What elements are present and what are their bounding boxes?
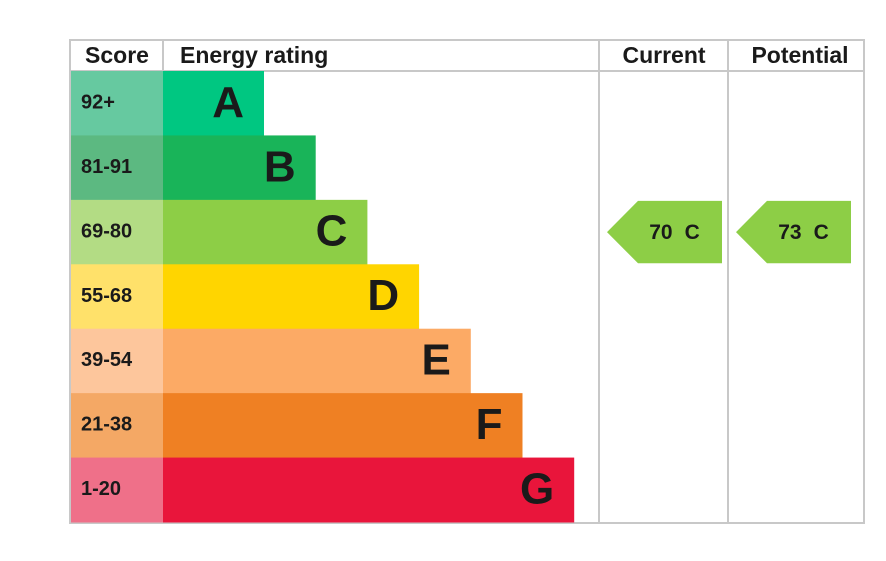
score-cell bbox=[71, 328, 163, 394]
current-letter: C bbox=[685, 221, 700, 244]
score-cell bbox=[71, 135, 163, 201]
rating-bar bbox=[163, 199, 368, 265]
score-label: 55-68 bbox=[81, 285, 132, 307]
score-label: 81-91 bbox=[81, 156, 132, 178]
rating-letter: B bbox=[264, 142, 296, 191]
score-cell bbox=[71, 71, 163, 136]
rating-letter: D bbox=[367, 271, 399, 320]
rating-letter: G bbox=[520, 464, 554, 513]
score-label: 69-80 bbox=[81, 220, 132, 242]
header-score: Score bbox=[85, 42, 149, 68]
potential-arrow bbox=[736, 200, 851, 264]
potential-label: 73 C bbox=[778, 221, 829, 244]
rating-bar bbox=[163, 393, 523, 459]
score-label: 1-20 bbox=[81, 478, 121, 500]
header-rating: Energy rating bbox=[180, 42, 328, 68]
rating-letter: F bbox=[476, 400, 503, 449]
score-cell bbox=[71, 199, 163, 265]
current-label: 70 C bbox=[649, 221, 700, 244]
rating-bar bbox=[163, 457, 575, 523]
rating-bar bbox=[163, 135, 316, 201]
score-label: 39-54 bbox=[81, 349, 133, 371]
rating-letter: C bbox=[316, 207, 348, 256]
rating-bar bbox=[163, 71, 264, 136]
rating-bar bbox=[163, 264, 420, 330]
potential-letter: C bbox=[814, 221, 829, 244]
current-arrow bbox=[607, 200, 722, 264]
rating-letter: A bbox=[212, 78, 244, 127]
score-cell bbox=[71, 264, 163, 330]
rating-letter: E bbox=[421, 336, 450, 385]
score-label: 21-38 bbox=[81, 414, 132, 436]
score-label: 92+ bbox=[81, 91, 115, 113]
current-value: 70 bbox=[649, 221, 672, 244]
rating-bar bbox=[163, 328, 471, 394]
header-current: Current bbox=[622, 42, 705, 68]
score-cell bbox=[71, 457, 163, 523]
frame bbox=[69, 39, 865, 524]
potential-value: 73 bbox=[778, 221, 801, 244]
header-potential: Potential bbox=[751, 42, 848, 68]
score-cell bbox=[71, 393, 163, 459]
